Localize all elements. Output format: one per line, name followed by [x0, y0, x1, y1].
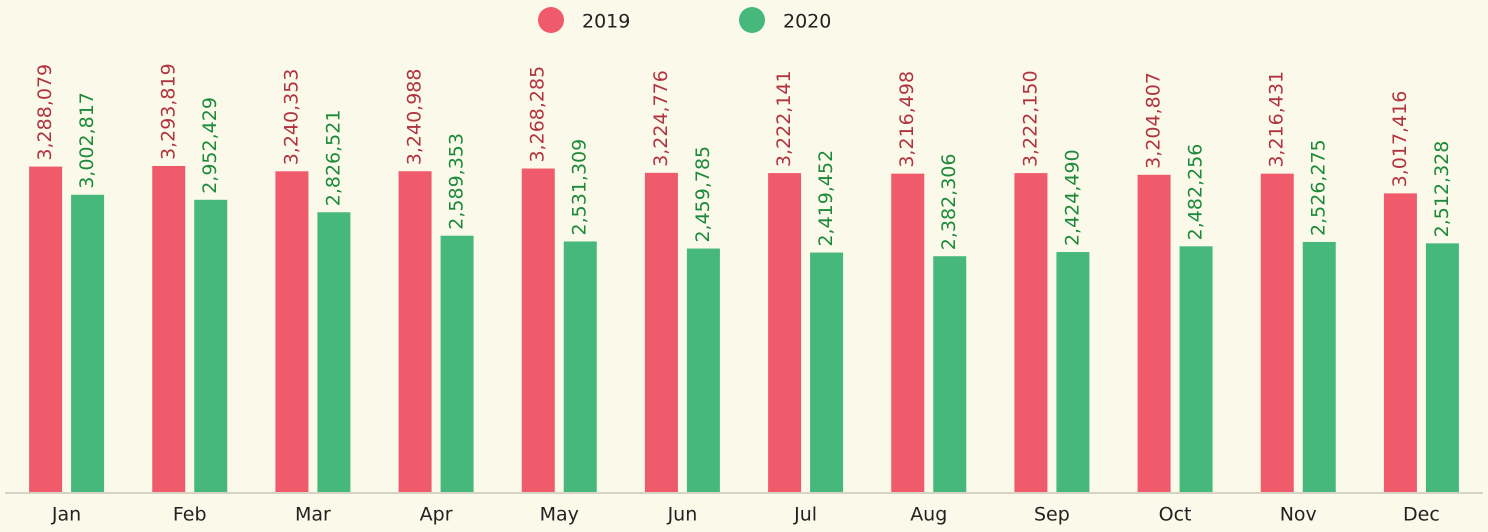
x-tick-label: Feb	[173, 504, 207, 526]
x-tick-label: Jul	[793, 504, 817, 526]
bar	[810, 252, 844, 492]
bar	[71, 194, 105, 492]
bar	[1302, 241, 1336, 492]
value-label: 2,826,521	[322, 110, 344, 207]
legend-swatch	[739, 7, 765, 33]
x-tick-label: Aug	[910, 504, 947, 526]
legend-swatch	[538, 7, 564, 33]
bar	[29, 166, 63, 492]
bar	[275, 171, 309, 493]
value-label: 3,240,353	[280, 69, 302, 166]
bar	[1179, 246, 1213, 492]
value-label: 2,526,275	[1308, 139, 1330, 236]
x-tick-label: Oct	[1159, 504, 1192, 526]
bar	[1260, 173, 1294, 492]
value-label: 3,216,431	[1266, 71, 1288, 168]
bar	[563, 241, 597, 492]
bar	[1056, 252, 1090, 492]
value-label: 3,240,988	[404, 69, 426, 166]
x-tick-label: May	[540, 504, 579, 526]
bar	[317, 212, 351, 492]
bar	[686, 248, 720, 492]
value-label: 2,482,256	[1185, 144, 1207, 241]
value-label: 2,531,309	[569, 139, 591, 236]
value-label: 3,216,498	[896, 71, 918, 168]
bar	[398, 171, 432, 492]
x-tick-label: Sep	[1034, 504, 1070, 526]
x-tick-label: Jan	[51, 504, 81, 526]
x-tick-label: Apr	[420, 504, 453, 526]
value-label: 3,288,079	[34, 64, 56, 161]
x-tick-label: Mar	[295, 504, 331, 526]
x-tick-label: Jun	[667, 504, 698, 526]
value-label: 2,382,306	[938, 154, 960, 251]
bar	[521, 168, 555, 493]
value-label: 3,222,150	[1019, 70, 1041, 167]
bar	[1137, 174, 1171, 492]
value-label: 2,952,429	[199, 97, 221, 194]
bar	[440, 235, 474, 492]
value-label: 3,017,416	[1389, 91, 1411, 188]
legend-label: 2019	[582, 11, 630, 33]
value-label: 3,293,819	[157, 63, 179, 160]
value-label: 2,459,785	[692, 146, 714, 243]
value-label: 3,204,807	[1143, 72, 1165, 169]
bar	[933, 256, 967, 492]
bar	[152, 166, 186, 492]
value-label: 3,002,817	[76, 92, 98, 189]
value-label: 3,224,776	[650, 70, 672, 167]
value-label: 3,268,285	[527, 66, 549, 163]
bar	[891, 173, 925, 492]
bar	[644, 172, 678, 492]
x-tick-label: Nov	[1280, 504, 1317, 526]
bar	[1014, 173, 1048, 492]
bar	[1383, 193, 1417, 492]
bar	[194, 199, 228, 492]
value-label: 2,424,490	[1061, 149, 1083, 246]
value-label: 2,589,353	[446, 133, 468, 230]
bar	[768, 173, 802, 492]
value-label: 2,419,452	[815, 150, 837, 247]
legend-label: 2020	[783, 11, 831, 33]
x-tick-label: Dec	[1403, 504, 1440, 526]
value-label: 2,512,328	[1431, 141, 1453, 238]
value-label: 3,222,141	[773, 70, 795, 167]
bar	[1425, 243, 1459, 492]
